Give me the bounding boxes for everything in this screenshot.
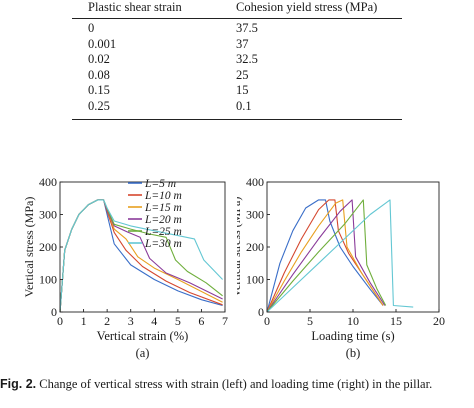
y-tick-label: 400 [246,175,264,189]
table-cell: 0.001 [88,36,117,51]
y-tick-label: 400 [39,175,57,189]
series-line [59,199,223,313]
x-tick-label: 3 [128,314,134,328]
table-row: 0.15 15 [72,83,402,99]
table-row: 0.25 0.1 [72,99,402,115]
x-tick-label: 5 [307,314,313,328]
table-cell: 0.15 [88,83,110,97]
y-tick-label: 100 [39,273,57,287]
header-cohesion-yield-stress: Cohesion yield stress (MPa) [236,0,378,14]
series-line [266,199,387,313]
x-tick-label: 2 [104,314,110,328]
panel-label: (b) [346,346,361,360]
x-tick-label: 6 [198,314,204,328]
x-tick-label: 5 [175,314,181,328]
legend-entry: L=25 m [144,226,182,238]
table-row: 0.001 37 [72,37,402,53]
table-header-row: Plastic shear strain Cohesion yield stre… [72,0,402,18]
plot-frame [266,181,440,313]
table-cell: 0.25 [88,98,110,113]
table-cell: 37 [236,36,249,51]
x-tick-label: 1 [81,314,87,328]
chart-strain: 0 1 2 3 4 5 6 7 0 100 200 300 400 Vertical strain (%)… [22,175,228,360]
y-tick-label: 200 [39,240,57,254]
series-line [266,199,384,313]
y-axis-label: Vertical stress (MPa) [237,197,243,298]
x-tick-label: 7 [222,314,228,328]
table-cell: 0.1 [236,98,252,113]
legend-entry: L=20 m [144,214,182,226]
table-cell: 0.08 [88,67,110,82]
x-tick-label: 15 [390,314,402,328]
legend-entry: L=15 m [144,202,182,214]
legend-entry: L=10 m [144,190,182,202]
x-tick-label: 0 [264,314,270,328]
legend-entry: L=30 m [144,238,182,250]
y-tick-label: 300 [246,208,264,222]
y-tick-label: 300 [39,208,57,222]
table-bottom-rule [72,119,402,120]
legend-entry: L=5 m [144,178,176,190]
x-tick-label: 10 [347,314,359,328]
series-line [266,199,386,313]
series-line [59,199,223,313]
x-tick-label: 0 [57,314,63,328]
series-line [266,199,414,313]
x-axis-label: Loading time (s) [311,329,394,343]
figure-caption-text: Change of vertical stress with strain (l… [39,377,433,391]
y-tick-label: 0 [51,305,57,319]
series-line [266,199,384,313]
x-tick-label: 4 [151,314,157,328]
x-axis-label: Vertical strain (%) [97,329,189,343]
strain-cohesion-table: Plastic shear strain Cohesion yield stre… [72,0,402,120]
series-line [266,199,384,313]
table-row: 0.08 25 [72,68,402,84]
table-header-rule [72,18,402,19]
table-cell: 37.5 [236,21,258,35]
header-plastic-shear-strain: Plastic shear strain [88,0,182,14]
figure-label: Fig. 2. [0,377,37,391]
table-cell: 32.5 [236,52,258,66]
table-cell: 0.02 [88,52,110,66]
x-tick-label: 20 [433,314,445,328]
plot-frame [59,181,226,313]
table-cell: 15 [236,83,249,97]
y-tick-label: 100 [246,273,264,287]
y-axis-label: Vertical stress (MPa) [22,197,36,298]
table-row: 0.02 32.5 [72,52,402,68]
table-row: 0 37.5 [72,21,402,37]
figure-caption: Fig. 2. Change of vertical stress with s… [0,376,474,393]
panel-label: (a) [136,346,150,360]
y-tick-label: 200 [246,240,264,254]
y-tick-label: 0 [258,305,264,319]
table-cell: 25 [236,67,249,82]
table-cell: 0 [88,21,95,35]
